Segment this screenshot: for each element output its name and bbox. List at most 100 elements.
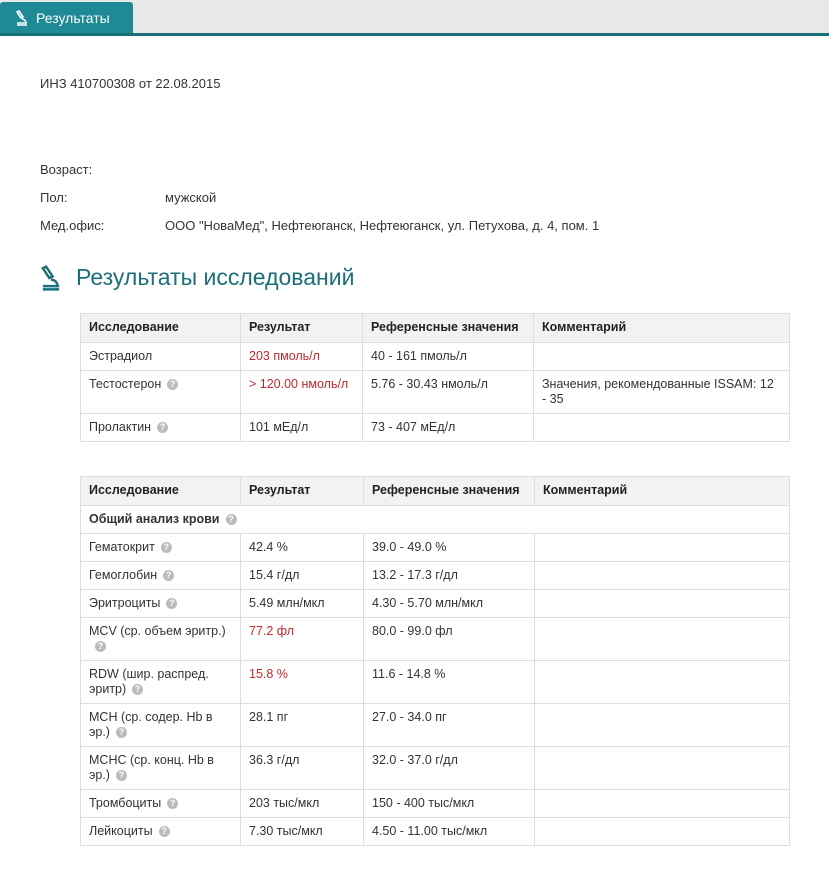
comment [534,660,790,704]
age-row: Возраст: [40,162,92,177]
inz-title: ИНЗ 410700308 от 22.08.2015 [40,76,221,91]
section-row: Общий анализ крови? [80,505,790,534]
test-name-text: MCV (ср. объем эритр.) [89,624,226,638]
table-row: Гематокрит? 42.4 % 39.0 - 49.0 % [80,533,790,562]
reference: 11.6 - 14.8 % [363,660,535,704]
test-name: Гемоглобин? [80,561,241,590]
test-name: RDW (шир. распред. эритр)? [80,660,241,704]
table-row: Эстрадиол 203 пмоль/л 40 - 161 пмоль/л [80,342,790,371]
help-icon[interactable]: ? [163,570,175,582]
reference: 13.2 - 17.3 г/дл [363,561,535,590]
help-icon[interactable]: ? [225,514,237,526]
age-label: Возраст: [40,162,93,177]
section-heading: Результаты исследований [40,264,354,291]
comment: Значения, рекомендованные ISSAM: 12 - 35 [533,370,790,414]
table-row: Пролактин? 101 мЕд/л 73 - 407 мЕд/л [80,413,790,442]
test-name: Эстрадиол [80,342,241,371]
col-test: Исследование [80,476,241,506]
help-icon[interactable]: ? [167,798,179,810]
reference: 32.0 - 37.0 г/дл [363,746,535,790]
table-row: MCV (ср. объем эритр.)? 77.2 фл 80.0 - 9… [80,617,790,661]
reference: 150 - 400 тыс/мкл [363,789,535,818]
table-row: Тромбоциты? 203 тыс/мкл 150 - 400 тыс/мк… [80,789,790,818]
test-name: MCV (ср. объем эритр.)? [80,617,241,661]
result: 101 мЕд/л [240,413,363,442]
test-name-text: RDW (шир. распред. эритр) [89,667,209,696]
test-name: Лейкоциты? [80,817,241,846]
sex-label: Пол: [40,190,68,205]
help-icon[interactable]: ? [160,542,172,554]
test-name-text: Тестостерон [89,377,162,391]
reference: 27.0 - 34.0 пг [363,703,535,747]
sex-row: Пол: мужской [40,190,216,205]
result: 203 пмоль/л [240,342,363,371]
office-row: Мед.офис: ООО "НоваМед", Нефтеюганск, Неф… [40,218,599,233]
result: 77.2 фл [240,617,364,661]
help-icon[interactable]: ? [166,598,178,610]
col-comment: Комментарий [533,313,790,343]
blood-table: Исследование Результат Референсные значе… [80,476,790,846]
col-result: Результат [240,313,363,343]
test-name: Гематокрит? [80,533,241,562]
help-icon[interactable]: ? [115,770,127,782]
col-test: Исследование [80,313,241,343]
help-icon[interactable]: ? [132,684,144,696]
reference: 5.76 - 30.43 нмоль/л [362,370,534,414]
result: 42.4 % [240,533,364,562]
reference: 40 - 161 пмоль/л [362,342,534,371]
comment [534,561,790,590]
help-icon[interactable]: ? [167,379,179,391]
comment [534,589,790,618]
help-icon[interactable]: ? [157,422,169,434]
result: 15.8 % [240,660,364,704]
table-header: Исследование Результат Референсные значе… [80,476,790,506]
comment [534,703,790,747]
result: 15.4 г/дл [240,561,364,590]
table-row: MCHC (ср. конц. Hb в эр.)? 36.3 г/дл 32.… [80,746,790,790]
reference: 80.0 - 99.0 фл [363,617,535,661]
col-result: Результат [240,476,364,506]
hormones-table: Исследование Результат Референсные значе… [80,313,790,442]
test-name: Тромбоциты? [80,789,241,818]
test-name-text: Гемоглобин [89,568,158,582]
test-name-text: Гематокрит [89,540,155,554]
help-icon[interactable]: ? [95,641,106,653]
comment [534,789,790,818]
test-name-text: Пролактин [89,420,152,434]
result: 36.3 г/дл [240,746,364,790]
test-name-text: Эстрадиол [89,349,153,363]
sex-value: мужской [165,190,217,205]
result: 28.1 пг [240,703,364,747]
table-row: Тестостерон? > 120.00 нмоль/л 5.76 - 30.… [80,370,790,414]
table-row: Гемоглобин? 15.4 г/дл 13.2 - 17.3 г/дл [80,561,790,590]
result: 7.30 тыс/мкл [240,817,364,846]
test-name-text: Тромбоциты [89,796,162,810]
test-name-text: MCH (ср. содер. Hb в эр.) [89,710,213,739]
reference: 4.30 - 5.70 млн/мкл [363,589,535,618]
col-reference: Референсные значения [362,313,534,343]
help-icon[interactable]: ? [115,727,127,739]
test-name-text: Эритроциты [89,596,161,610]
test-name: Тестостерон? [80,370,241,414]
comment [534,746,790,790]
reference: 73 - 407 мЕд/л [362,413,534,442]
office-label: Мед.офис: [40,218,105,233]
comment [533,342,790,371]
comment [533,413,790,442]
result: 5.49 млн/мкл [240,589,364,618]
section-title: Результаты исследований [76,264,355,290]
comment [534,533,790,562]
tab-results[interactable]: Результаты [0,2,133,33]
comment [534,817,790,846]
test-name-text: MCHC (ср. конц. Hb в эр.) [89,753,214,782]
tab-bar: Результаты [0,0,829,36]
col-comment: Комментарий [534,476,790,506]
microscope-icon [16,9,27,26]
col-reference: Референсные значения [363,476,535,506]
table-row: MCH (ср. содер. Hb в эр.)? 28.1 пг 27.0 … [80,703,790,747]
test-name: MCH (ср. содер. Hb в эр.)? [80,703,241,747]
help-icon[interactable]: ? [158,826,170,838]
office-value: ООО "НоваМед", Нефтеюганск, Нефтеюганск,… [165,218,600,233]
table-header: Исследование Результат Референсные значе… [80,313,790,343]
table-row: RDW (шир. распред. эритр)? 15.8 % 11.6 -… [80,660,790,704]
